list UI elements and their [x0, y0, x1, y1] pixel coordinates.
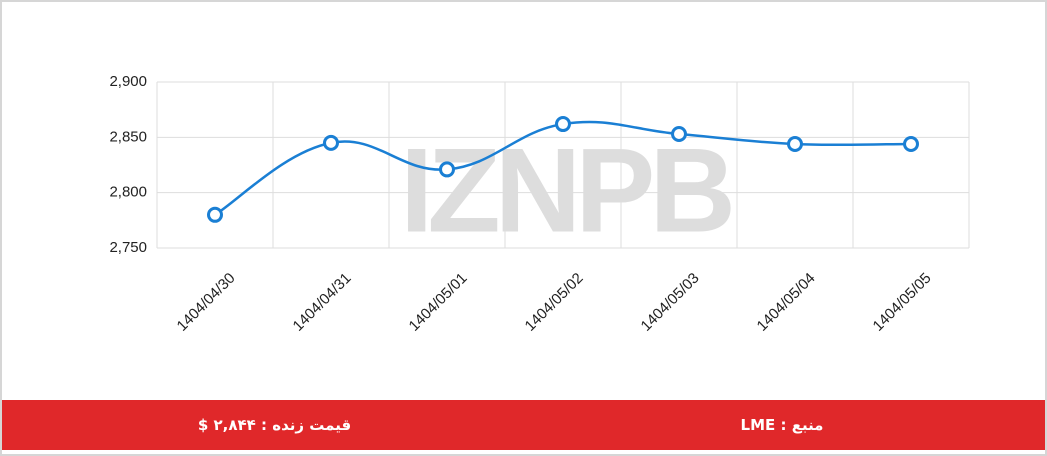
x-tick-label: 1404/05/02 — [522, 270, 587, 335]
x-tick-label: 1404/05/05 — [870, 270, 935, 335]
y-tick-label: 2,850 — [109, 128, 147, 145]
chart: IZNPB 2,750 2,800 2,850 2,900 1404/04/30 1404/… — [109, 73, 970, 335]
data-point — [323, 134, 339, 151]
data-point — [787, 135, 803, 152]
x-tick-label: 1404/05/03 — [638, 270, 703, 335]
data-point — [555, 116, 571, 133]
data-point — [439, 161, 455, 178]
watermark: IZNPB — [400, 124, 731, 258]
y-tick-label: 2,900 — [109, 73, 147, 90]
x-tick-label: 1404/04/31 — [290, 270, 355, 335]
x-tick-label: 1404/04/30 — [174, 270, 239, 335]
y-tick-label: 2,750 — [109, 239, 147, 256]
data-point — [903, 135, 919, 152]
data-point — [671, 126, 687, 143]
x-tick-label: 1404/05/01 — [406, 270, 471, 335]
source: منبع : LME — [740, 416, 824, 434]
y-tick-label: 2,800 — [109, 184, 147, 201]
live-price: قیمت زنده : ۲,۸۴۴ $ — [197, 416, 352, 434]
data-point — [207, 206, 223, 223]
x-tick-label: 1404/05/04 — [754, 270, 819, 335]
footer-bar: قیمت زنده : ۲,۸۴۴ $ منبع : LME — [2, 400, 1045, 450]
